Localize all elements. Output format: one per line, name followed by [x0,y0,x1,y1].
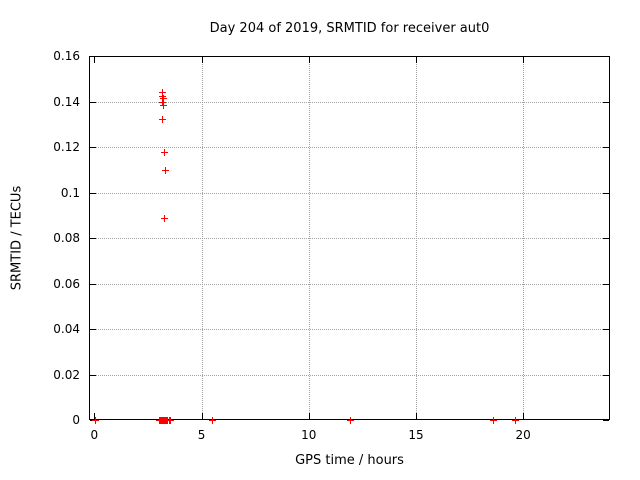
x-tick-label: 5 [197,428,206,442]
y-tick-left [90,192,96,194]
x-axis-title: GPS time / hours [295,453,404,468]
y-tick-right [603,283,609,285]
data-point-marker [160,148,168,156]
y-tick-left [90,238,96,239]
y-tick-left [90,147,96,148]
data-point-marker [160,214,168,222]
y-gridline [90,283,609,285]
data-point-marker [346,417,354,424]
y-tick-right [603,420,609,421]
y-tick-label: 0.06 [53,276,80,291]
x-gridline [308,57,310,419]
x-tick-top [308,57,310,63]
y-tick-left [90,329,96,330]
y-tick-right [603,101,609,103]
y-tick-label: 0.12 [53,140,80,154]
chart-title: Day 204 of 2019, SRMTID for receiver aut… [209,21,490,36]
y-gridline [90,101,609,103]
data-point-marker [92,417,100,424]
y-tick-right [603,192,609,194]
data-point-marker [511,417,519,424]
y-gridline [90,374,609,376]
y-tick-label: 0.02 [53,367,80,382]
y-gridline [90,147,609,148]
x-tick-bottom [523,413,525,419]
data-point-marker [159,115,167,123]
y-gridline [90,192,609,194]
y-tick-right [603,329,609,330]
x-tick-bottom [201,413,203,419]
y-tick-right [603,147,609,148]
x-tick-label: 0 [90,428,99,442]
data-point-marker [209,417,217,424]
y-tick-left [90,374,96,376]
data-point-marker [166,417,174,424]
x-gridline [415,57,417,419]
y-tick-left [90,56,96,57]
x-tick-bottom [415,413,417,419]
x-tick-label: 10 [301,428,317,442]
y-tick-left [90,283,96,285]
y-tick-right [603,238,609,239]
y-tick-label: 0.1 [60,185,80,200]
x-gridline [201,57,203,419]
data-point-marker [161,166,169,174]
y-tick-label: 0.04 [53,322,80,336]
y-tick-right [603,56,609,57]
x-tick-label: 15 [408,428,424,442]
x-tick-bottom [94,413,96,419]
x-tick-top [94,57,96,63]
y-tick-label: 0 [72,413,80,427]
data-point-marker [159,101,167,109]
y-gridline [90,329,609,330]
x-gridline [523,57,525,419]
x-tick-label: 20 [515,428,531,442]
y-tick-left [90,101,96,103]
x-tick-top [415,57,417,63]
x-tick-top [201,57,203,63]
y-tick-label: 0.08 [53,231,80,245]
y-tick-label: 0.16 [53,49,80,63]
y-tick-label: 0.14 [53,94,80,109]
data-point-marker [490,417,498,424]
y-gridline [90,238,609,239]
x-tick-bottom [308,413,310,419]
x-tick-top [523,57,525,63]
y-tick-right [603,374,609,376]
